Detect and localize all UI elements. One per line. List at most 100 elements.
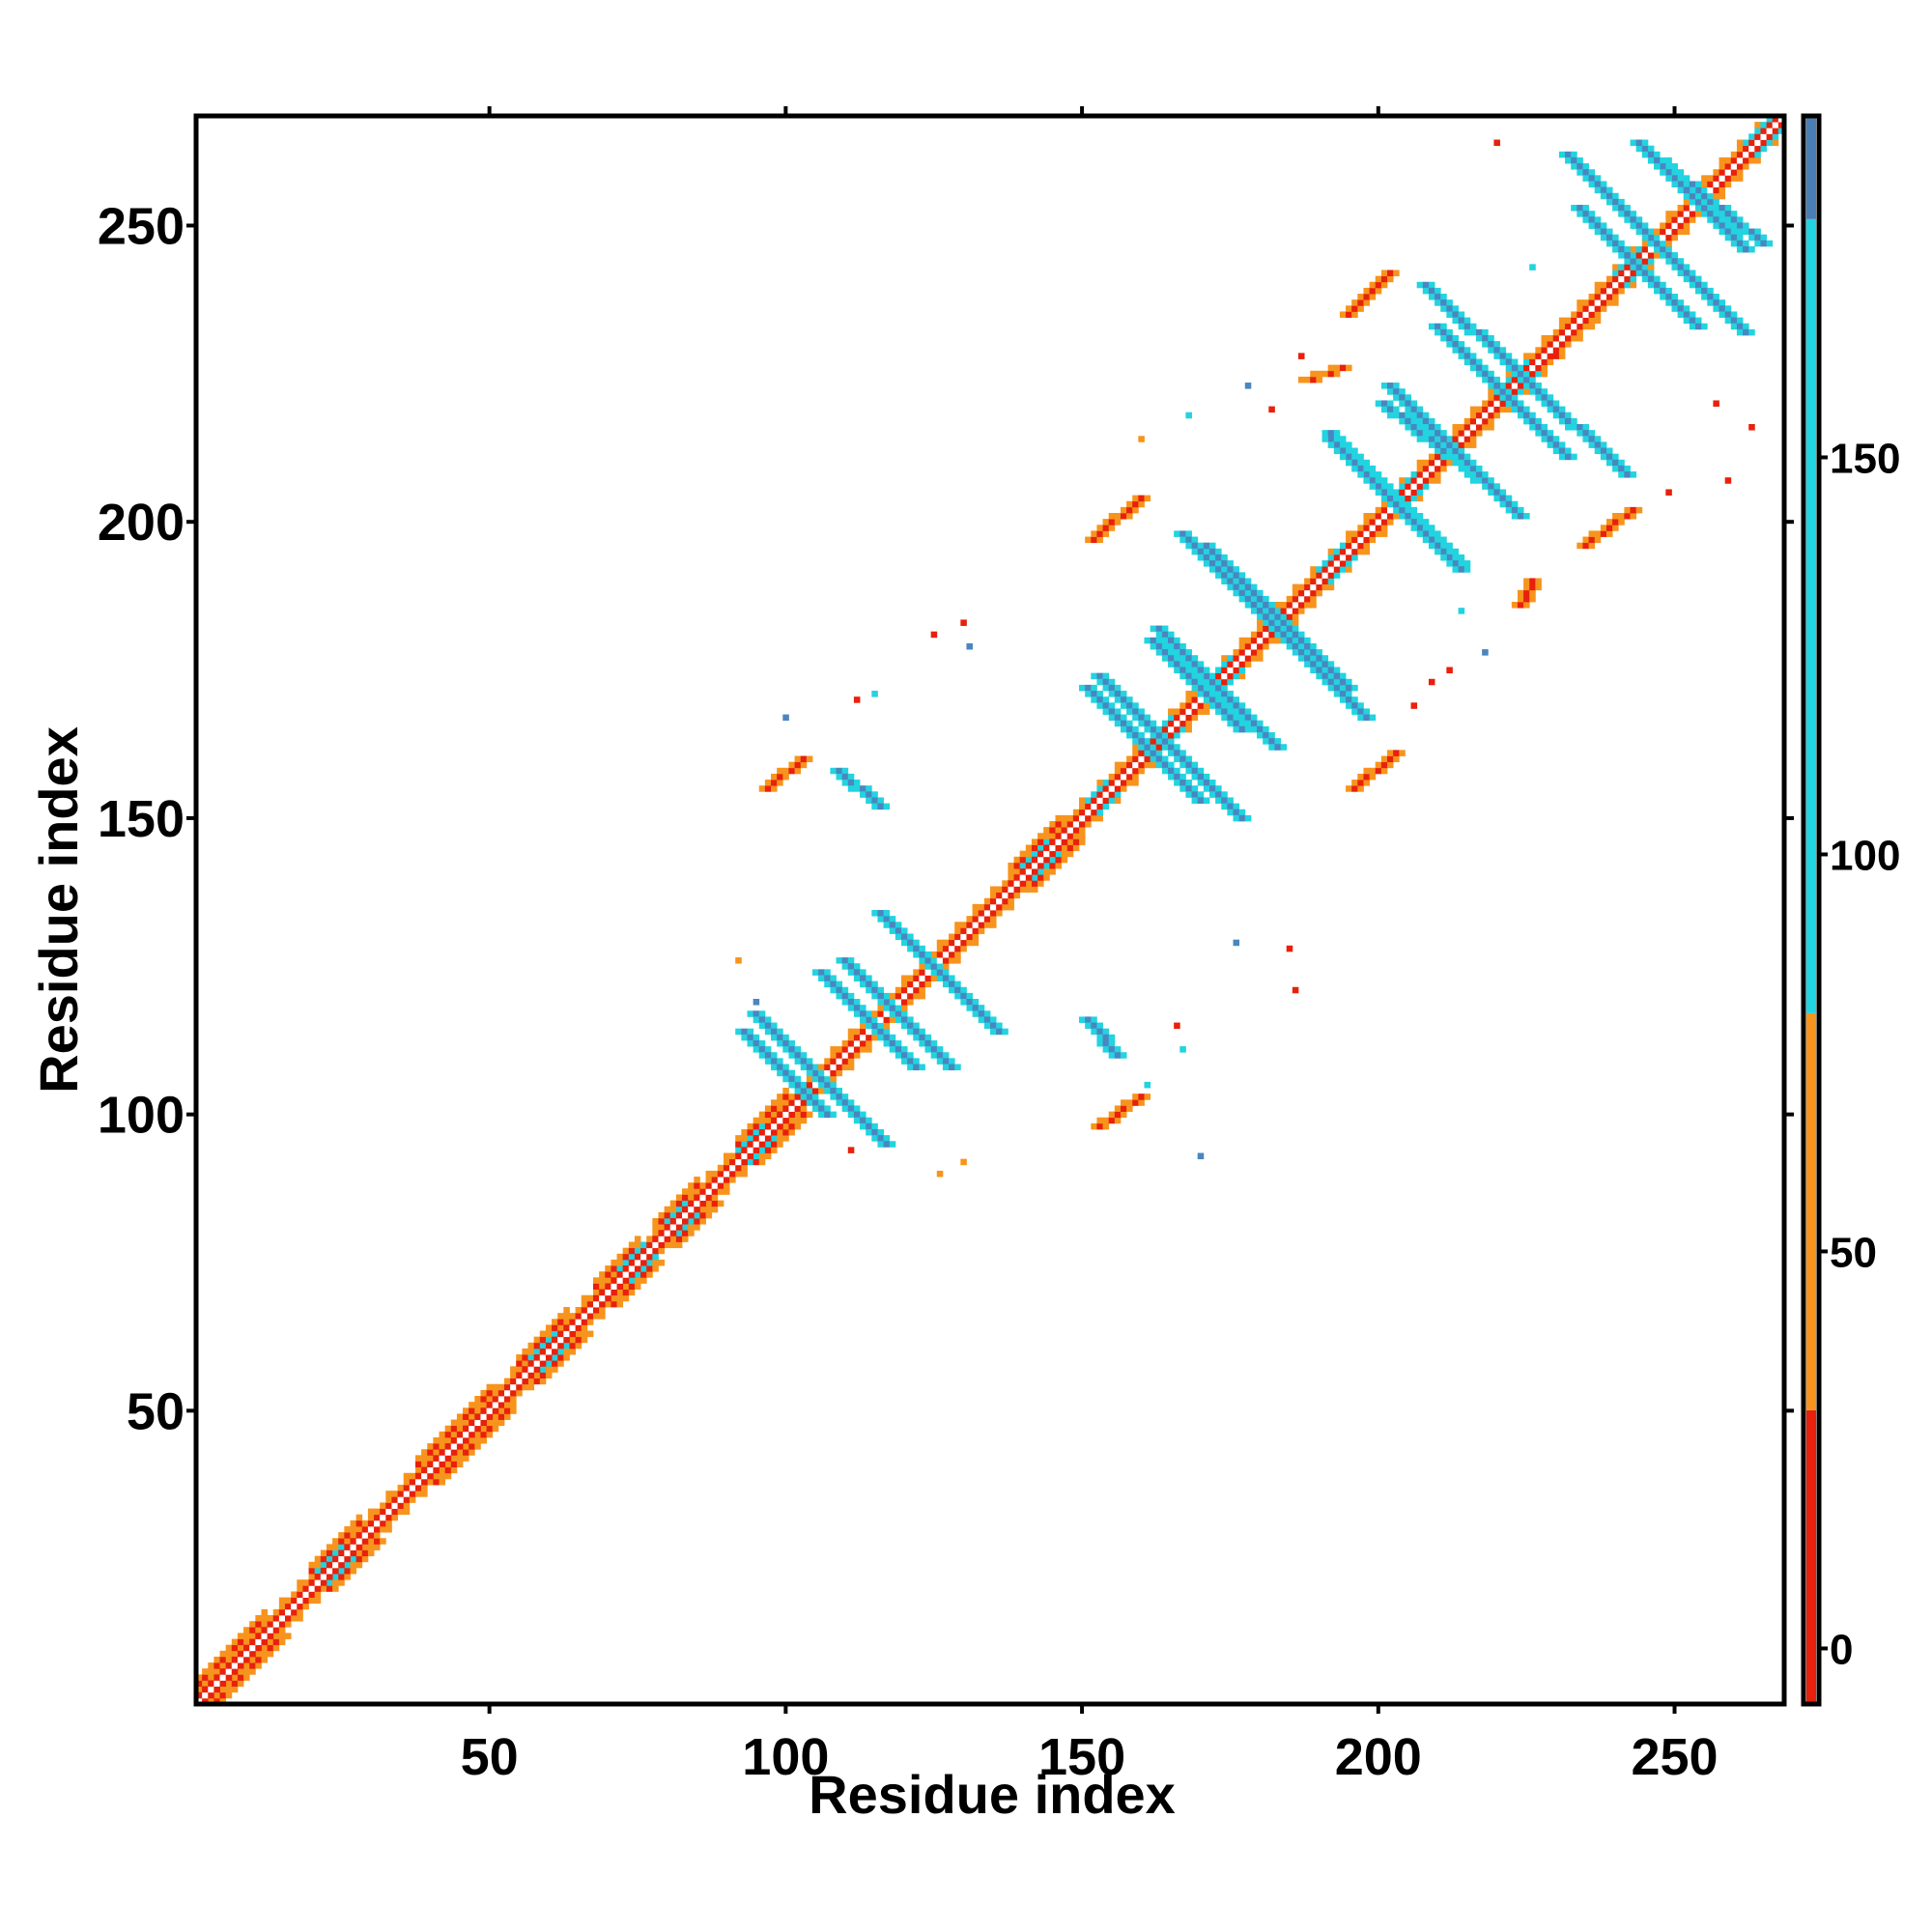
contact-cell xyxy=(800,1088,808,1094)
contact-cell xyxy=(355,1549,363,1557)
contact-cell xyxy=(1120,513,1127,520)
contact-cell xyxy=(699,1182,706,1189)
contact-cell xyxy=(1197,667,1205,674)
contact-cell xyxy=(1416,412,1424,419)
contact-cell xyxy=(830,1094,837,1100)
colorbar-band xyxy=(1806,116,1816,219)
contact-cell xyxy=(1440,453,1447,461)
contact-cell xyxy=(771,1141,778,1148)
contact-cell xyxy=(1469,417,1477,425)
contact-cell xyxy=(871,1128,878,1136)
contact-cell xyxy=(1096,1117,1103,1124)
contact-cell xyxy=(1155,755,1163,763)
contact-cell xyxy=(758,1152,766,1160)
contact-cell xyxy=(1488,423,1494,431)
contact-cell xyxy=(237,1650,244,1658)
contact-cell xyxy=(1523,602,1530,609)
x-tick-label: 150 xyxy=(1038,1728,1125,1786)
contact-cell xyxy=(1517,595,1524,603)
contact-cell xyxy=(818,1081,825,1089)
contact-cell xyxy=(1594,436,1602,442)
contact-cell xyxy=(202,1697,209,1705)
contact-cell xyxy=(1760,145,1767,153)
contact-cell xyxy=(1150,761,1157,769)
contact-cell xyxy=(1155,731,1163,739)
contact-cell xyxy=(308,1574,316,1580)
contact-cell xyxy=(1552,400,1560,407)
contact-cell xyxy=(1724,211,1732,217)
contact-cell xyxy=(1707,211,1714,217)
contact-cell xyxy=(1233,714,1240,722)
contact-cell xyxy=(996,903,1003,911)
contact-cell xyxy=(1250,583,1258,591)
contact-cell xyxy=(1523,578,1530,585)
contact-cell xyxy=(658,1241,666,1249)
contact-cell xyxy=(1102,785,1110,792)
contact-cell xyxy=(1346,536,1352,544)
contact-cell xyxy=(1025,886,1033,893)
contact-cell xyxy=(593,1277,600,1284)
contact-cell xyxy=(1310,583,1317,591)
contact-cell xyxy=(1043,874,1050,881)
contact-cell xyxy=(1476,334,1483,342)
contact-cell xyxy=(741,1028,748,1036)
contact-cell xyxy=(439,1472,446,1480)
contact-cell xyxy=(213,1662,220,1669)
contact-cell xyxy=(539,1366,547,1373)
contact-cell xyxy=(1476,328,1483,336)
contact-cell xyxy=(1665,294,1672,300)
contact-cell xyxy=(593,1313,600,1320)
contact-cell xyxy=(1079,827,1086,834)
contact-cell xyxy=(646,1265,653,1272)
contact-cell xyxy=(1499,495,1507,502)
contact-cell xyxy=(1612,513,1619,520)
contact-cell xyxy=(1346,554,1352,561)
contact-cell xyxy=(1393,383,1400,389)
contact-cell xyxy=(533,1348,541,1355)
contact-cell xyxy=(545,1342,553,1350)
contact-cell xyxy=(913,939,920,947)
contact-cell xyxy=(439,1443,446,1450)
contact-cell xyxy=(900,1005,908,1011)
contact-cell xyxy=(1452,453,1460,461)
contact-cell xyxy=(1339,678,1347,686)
contact-cell xyxy=(1665,169,1672,176)
contact-cell xyxy=(1772,139,1779,147)
contact-cell xyxy=(421,1485,428,1492)
contact-cell xyxy=(1179,672,1186,680)
contact-cell xyxy=(806,1099,813,1106)
contact-cell xyxy=(741,1135,748,1142)
contact-cell xyxy=(1748,245,1755,253)
contact-cell xyxy=(1250,642,1258,650)
contact-cell xyxy=(1363,477,1370,484)
contact-cell xyxy=(1405,495,1411,502)
contact-cell xyxy=(1102,797,1110,804)
contact-cell xyxy=(1541,341,1548,348)
contact-cell xyxy=(1713,205,1719,212)
contact-cell xyxy=(1452,548,1460,555)
contact-cell xyxy=(978,916,985,923)
contact-cell xyxy=(628,1283,636,1290)
contact-cell xyxy=(1517,376,1524,384)
contact-cell xyxy=(469,1419,475,1427)
contact-cell xyxy=(581,1307,588,1314)
contact-cell xyxy=(1493,376,1500,384)
contact-cell xyxy=(1754,151,1761,158)
contact-cell xyxy=(788,1039,795,1047)
contact-cell xyxy=(1482,471,1489,478)
contact-cell xyxy=(1577,323,1583,330)
contact-cell xyxy=(1458,311,1465,318)
contact-cell xyxy=(1422,525,1430,531)
contact-cell xyxy=(836,1094,843,1100)
contact-cell xyxy=(930,951,938,958)
heatmap-cells xyxy=(196,116,1785,1705)
contact-cell xyxy=(1203,667,1210,674)
contact-cell xyxy=(771,1034,778,1041)
contact-cell xyxy=(830,980,837,988)
contact-cell xyxy=(492,1383,499,1391)
contact-cell xyxy=(1754,145,1761,153)
contact-cell xyxy=(1612,281,1619,289)
contact-cell xyxy=(1369,530,1377,537)
contact-cell xyxy=(913,1028,920,1036)
contact-cell xyxy=(439,1466,446,1474)
